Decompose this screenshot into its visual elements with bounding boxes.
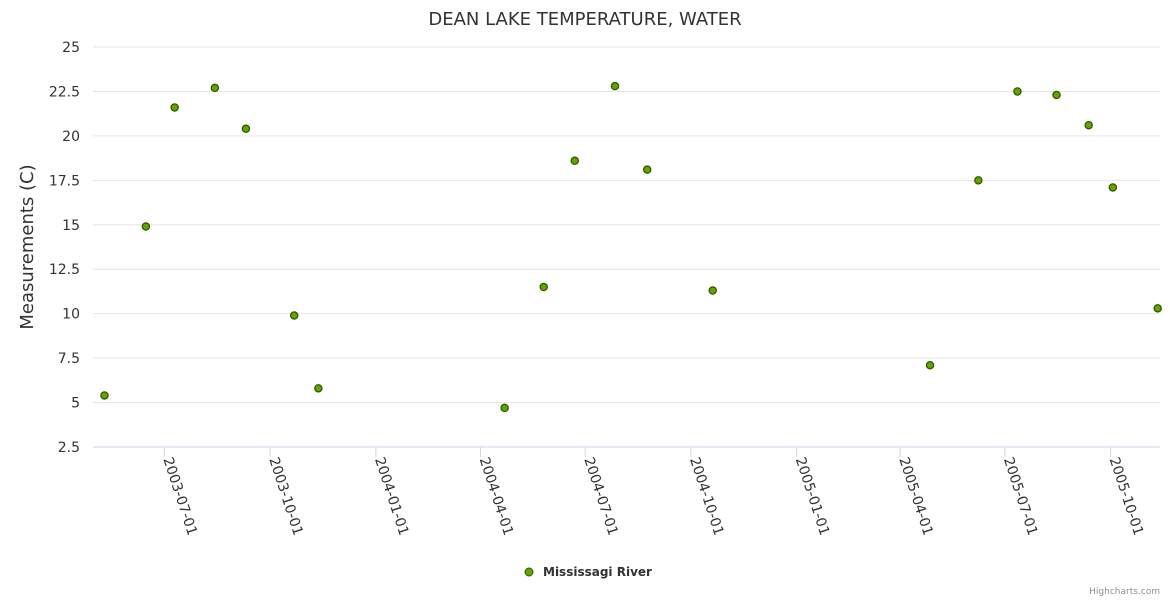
x-tick-label: 2004-10-01 xyxy=(686,455,726,537)
y-axis-ticks: 2.5 5 7.5 10 12.5 15 17.5 20 22.5 25 xyxy=(49,40,80,456)
y-tick-label: 7.5 xyxy=(58,351,80,367)
y-tick-label: 12.5 xyxy=(49,262,80,278)
x-tick-label: 2004-04-01 xyxy=(476,455,516,537)
data-point xyxy=(974,176,983,185)
data-point xyxy=(1084,120,1093,130)
y-tick-label: 5 xyxy=(71,396,80,412)
data-point xyxy=(1052,90,1061,100)
x-tick-label: 2005-10-01 xyxy=(1106,455,1146,537)
data-point xyxy=(100,391,109,400)
x-tick-label: 2003-10-01 xyxy=(265,455,305,537)
data-point xyxy=(708,286,717,295)
y-axis-label: Measurements (C) xyxy=(17,164,38,329)
data-point xyxy=(1108,183,1118,192)
data-point xyxy=(141,222,151,231)
grid-lines xyxy=(93,46,1160,404)
legend[interactable]: Mississagi River xyxy=(524,565,652,579)
data-point xyxy=(314,384,323,393)
data-point xyxy=(500,403,509,413)
x-tick-label: 2005-07-01 xyxy=(1000,455,1040,537)
x-tick-label: 2005-04-01 xyxy=(895,455,935,537)
y-tick-label: 20 xyxy=(62,129,80,145)
x-tick-label: 2003-07-01 xyxy=(159,455,199,537)
data-point xyxy=(241,124,251,134)
legend-item-label[interactable]: Mississagi River xyxy=(543,565,652,579)
data-point xyxy=(925,360,935,370)
x-tick-label: 2004-07-01 xyxy=(580,455,620,537)
y-tick-label: 2.5 xyxy=(58,440,80,456)
data-point xyxy=(570,156,580,166)
y-tick-label: 25 xyxy=(62,40,80,56)
x-tick-label: 2005-01-01 xyxy=(792,455,832,537)
legend-marker xyxy=(524,567,534,577)
y-tick-label: 22.5 xyxy=(49,84,80,100)
x-axis-ticks: 2003-07-01 2003-10-01 2004-01-01 2004-04-01… xyxy=(159,447,1146,538)
chart-title: DEAN LAKE TEMPERATURE, WATER xyxy=(428,9,741,30)
data-point xyxy=(642,165,652,174)
x-tick-label: 2004-01-01 xyxy=(371,455,411,537)
y-tick-label: 15 xyxy=(62,218,80,234)
data-point xyxy=(610,81,620,91)
data-point xyxy=(210,83,220,93)
y-tick-label: 10 xyxy=(62,307,80,323)
data-point xyxy=(1013,87,1022,96)
series-points xyxy=(100,81,1162,413)
credits-link[interactable]: Highcharts.com xyxy=(1089,587,1160,597)
y-tick-label: 17.5 xyxy=(49,173,80,189)
data-point xyxy=(289,311,299,320)
data-point xyxy=(539,282,548,292)
data-point xyxy=(1153,304,1162,313)
data-point xyxy=(170,103,179,112)
